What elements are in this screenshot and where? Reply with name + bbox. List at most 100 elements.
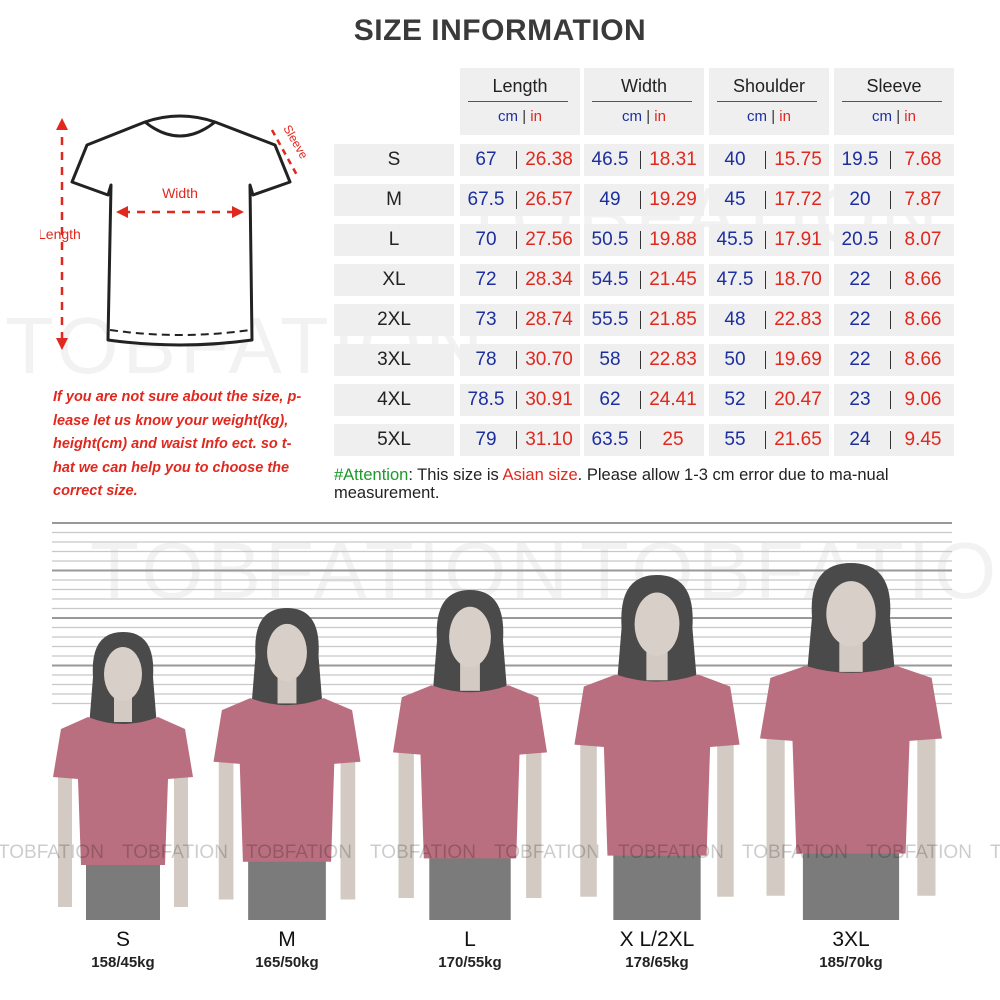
length-label: Length xyxy=(40,226,81,242)
in-value: 28.74 xyxy=(525,309,573,330)
in-value: 17.72 xyxy=(774,189,822,210)
cm-value: 52 xyxy=(724,389,746,410)
cm-value: 22 xyxy=(849,309,871,330)
cm-value: 19.5 xyxy=(841,149,879,170)
table-cell: 46.5 18.31 xyxy=(584,144,704,176)
units: cm | in xyxy=(498,108,542,125)
in-value: 8.66 xyxy=(904,309,942,330)
column-name: Sleeve xyxy=(866,76,922,96)
size-label: 3XL xyxy=(334,344,454,376)
cm-value: 62 xyxy=(599,389,621,410)
table-cell: 58 22.83 xyxy=(584,344,704,376)
model-size: 3XL xyxy=(832,928,870,951)
table-cell: 54.5 21.45 xyxy=(584,264,704,296)
table-cell: 73 28.74 xyxy=(460,304,580,336)
model-size: X L/2XL xyxy=(619,928,695,951)
cm-unit: cm xyxy=(622,108,643,125)
arm xyxy=(766,726,785,896)
table-cell: 45 17.72 xyxy=(709,184,829,216)
in-value: 30.91 xyxy=(525,389,573,410)
attention-tag: #Attention xyxy=(334,466,409,484)
size-help-note: If you are not sure about the size, p-le… xyxy=(53,389,302,499)
table-cell: 78 30.70 xyxy=(460,344,580,376)
in-value: 25 xyxy=(662,429,684,450)
tshirt xyxy=(393,685,547,859)
in-value: 8.66 xyxy=(904,269,942,290)
model-label: 3XL 185/70kg xyxy=(771,928,931,971)
units: cm | in xyxy=(872,108,916,125)
table-cell: 19.5 7.68 xyxy=(834,144,954,176)
cm-value: 54.5 xyxy=(591,269,629,290)
divider xyxy=(468,101,568,102)
cm-value: 78.5 xyxy=(467,389,505,410)
cm-value: 49 xyxy=(599,189,621,210)
in-value: 8.66 xyxy=(904,349,942,370)
column-header: Length cm | in xyxy=(460,68,580,135)
table-cell: 63.5 25 xyxy=(584,424,704,456)
cm-value: 70 xyxy=(475,229,497,250)
pants xyxy=(429,847,511,920)
pants xyxy=(86,855,160,920)
cm-value: 67 xyxy=(475,149,497,170)
size-label: 2XL xyxy=(334,304,454,336)
face xyxy=(826,581,876,647)
in-unit: in xyxy=(530,108,542,125)
table-cell: 22 8.66 xyxy=(834,264,954,296)
model-stats: 170/55kg xyxy=(438,954,502,971)
cm-value: 63.5 xyxy=(591,429,629,450)
model-label: X L/2XL 178/65kg xyxy=(577,928,737,971)
in-value: 19.29 xyxy=(649,189,697,210)
cm-value: 50 xyxy=(724,349,746,370)
cm-value: 22 xyxy=(849,269,871,290)
model-size: L xyxy=(464,928,476,951)
in-value: 8.07 xyxy=(904,229,942,250)
table-cell: 55.5 21.85 xyxy=(584,304,704,336)
watermark: TOBFATION xyxy=(122,842,228,863)
cm-value: 20.5 xyxy=(841,229,879,250)
sleeve-arrow-icon xyxy=(270,129,300,178)
cm-value: 78 xyxy=(475,349,497,370)
table-cell: 50 19.69 xyxy=(709,344,829,376)
table-cell: 20 7.87 xyxy=(834,184,954,216)
in-value: 19.88 xyxy=(649,229,697,250)
tshirt-outline-icon xyxy=(70,114,292,347)
arm xyxy=(398,741,414,898)
in-value: 21.85 xyxy=(649,309,697,330)
size-label: XL xyxy=(334,264,454,296)
pants xyxy=(248,851,326,920)
in-value: 17.91 xyxy=(774,229,822,250)
in-value: 28.34 xyxy=(525,269,573,290)
cm-value: 46.5 xyxy=(591,149,629,170)
watermark: TOBFATION xyxy=(370,842,476,863)
model-label: S 158/45kg xyxy=(43,928,203,971)
width-label: Width xyxy=(162,185,198,201)
cm-value: 72 xyxy=(475,269,497,290)
watermark: TOBFATION xyxy=(742,842,848,863)
in-value: 21.65 xyxy=(774,429,822,450)
arm xyxy=(58,767,72,907)
cm-value: 79 xyxy=(475,429,497,450)
in-value: 9.06 xyxy=(904,389,942,410)
attention-text: : This size is xyxy=(408,466,503,484)
cm-value: 45.5 xyxy=(716,229,754,250)
model-stats: 185/70kg xyxy=(819,954,883,971)
size-label: M xyxy=(334,184,454,216)
table-cell: 55 21.65 xyxy=(709,424,829,456)
cm-unit: cm xyxy=(872,108,893,125)
in-value: 7.87 xyxy=(904,189,942,210)
tshirt xyxy=(213,698,361,862)
cm-value: 55 xyxy=(724,429,746,450)
size-label: S xyxy=(334,144,454,176)
in-value: 7.68 xyxy=(904,149,942,170)
column-name: Length xyxy=(492,76,548,96)
pants xyxy=(802,841,900,920)
face xyxy=(267,623,307,682)
cm-value: 45 xyxy=(724,189,746,210)
divider xyxy=(592,101,692,102)
face xyxy=(634,592,680,656)
watermark: TOBFATION xyxy=(246,842,352,863)
table-cell: 62 24.41 xyxy=(584,384,704,416)
column-header: Sleeve cm | in xyxy=(834,68,954,135)
in-value: 22.83 xyxy=(774,309,822,330)
